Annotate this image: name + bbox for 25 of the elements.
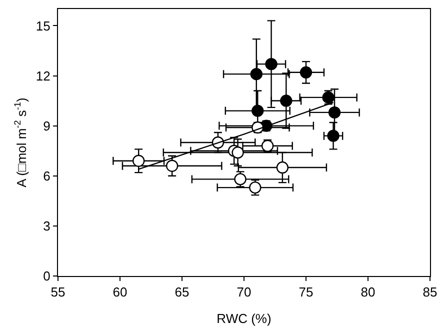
y-tick-label: 3 bbox=[43, 218, 50, 234]
point bbox=[250, 68, 262, 80]
point bbox=[327, 130, 340, 142]
x-axis-title: RWC (%) bbox=[216, 311, 272, 326]
point bbox=[132, 154, 145, 167]
point bbox=[276, 161, 289, 174]
point bbox=[232, 146, 244, 159]
y-tick-label: 0 bbox=[43, 268, 50, 284]
point bbox=[328, 106, 341, 119]
y-tick-label: 12 bbox=[36, 68, 50, 84]
point bbox=[300, 66, 312, 79]
x-tick-label: 85 bbox=[422, 284, 438, 300]
point bbox=[280, 94, 292, 107]
x-tick-label: 80 bbox=[360, 284, 376, 300]
x-tick-label: 70 bbox=[236, 284, 252, 300]
x-tick-label: 65 bbox=[174, 284, 190, 300]
y-tick-label: 15 bbox=[36, 18, 50, 34]
y-tick-label: 6 bbox=[43, 168, 50, 184]
x-tick-label: 75 bbox=[298, 284, 314, 300]
point bbox=[166, 160, 178, 172]
x-tick-label: 55 bbox=[50, 284, 66, 300]
x-tick-label: 60 bbox=[112, 284, 128, 300]
point bbox=[265, 58, 278, 70]
y-tick-label: 9 bbox=[43, 118, 50, 134]
point bbox=[252, 104, 264, 117]
